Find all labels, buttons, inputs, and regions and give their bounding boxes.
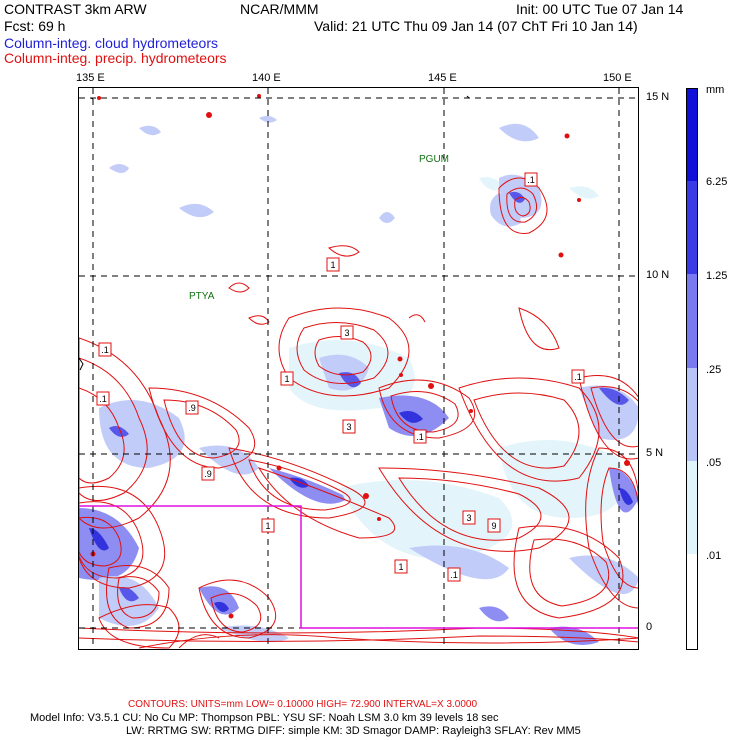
lat-label-15n: 15 N <box>646 91 670 103</box>
contour-label: .9 <box>188 403 196 413</box>
lat-label-10n: 10 N <box>646 269 670 281</box>
latlon-grid <box>79 88 638 649</box>
contour-label: 3 <box>466 513 471 523</box>
colorbar-level-0-05: .05 <box>706 457 722 469</box>
center-name: NCAR/MMM <box>240 1 319 17</box>
colorbar-unit: mm <box>706 84 725 96</box>
contour-label: .1 <box>574 372 582 382</box>
valid-time: Valid: 21 UTC Thu 09 Jan 14 (07 ChT Fri … <box>314 18 638 34</box>
field-cloud-label: Column-integ. cloud hydrometeors <box>4 35 218 51</box>
lon-label-135: 135 E <box>76 72 105 84</box>
colorbar <box>686 88 698 650</box>
contour-label: 9 <box>491 521 496 531</box>
colorbar-seg-2 <box>687 181 697 274</box>
contour-label: 3 <box>344 328 349 338</box>
coastlines <box>79 95 470 371</box>
map-canvas: PGUM PTYA .1 1 3 .9 .1 1 3 .9 1 .1 .1 3 … <box>79 88 638 649</box>
contour-label: .1 <box>99 394 107 404</box>
contour-label: .1 <box>527 175 535 185</box>
lon-label-150: 150 E <box>603 72 632 84</box>
model-title: CONTRAST 3km ARW <box>4 1 147 17</box>
lon-label-140: 140 E <box>252 72 281 84</box>
model-info-line1: Model Info: V3.5.1 CU: No Cu MP: Thompso… <box>30 712 499 724</box>
contour-label: .9 <box>204 469 212 479</box>
nest-domain-box <box>79 505 638 629</box>
colorbar-level-0-01: .01 <box>706 550 722 562</box>
lat-label-eq: 0 <box>646 621 653 633</box>
contour-label: 1 <box>284 374 289 384</box>
colorbar-seg-5 <box>687 461 697 554</box>
field-precip-label: Column-integ. precip. hydrometeors <box>4 50 227 66</box>
lon-label-145: 145 E <box>428 72 457 84</box>
init-time: Init: 00 UTC Tue 07 Jan 14 <box>516 1 684 17</box>
contour-label: 3 <box>346 422 351 432</box>
colorbar-seg-3 <box>687 274 697 368</box>
forecast-hour: Fcst: 69 h <box>4 18 66 34</box>
contour-label: 1 <box>398 562 403 572</box>
lat-label-5n: 5 N <box>646 447 664 459</box>
colorbar-seg-4 <box>687 368 697 461</box>
contour-label: 1 <box>265 521 270 531</box>
contour-label: .1 <box>101 345 109 355</box>
colorbar-level-6-25: 6.25 <box>706 176 728 188</box>
contour-info: CONTOURS: UNITS=mm LOW= 0.10000 HIGH= 72… <box>128 699 478 710</box>
place-label-pgum: PGUM <box>419 154 449 165</box>
contour-label: .1 <box>416 432 424 442</box>
place-label-ptya: PTYA <box>189 291 215 302</box>
map-panel: PGUM PTYA .1 1 3 .9 .1 1 3 .9 1 .1 .1 3 … <box>78 87 639 650</box>
colorbar-level-0-25: .25 <box>706 364 722 376</box>
contour-label: .1 <box>450 570 458 580</box>
contour-labels: .1 1 3 .9 .1 1 3 .9 1 .1 .1 3 9 .1 .1 1 <box>96 172 585 582</box>
contour-label: 1 <box>330 260 335 270</box>
colorbar-level-1-25: 1.25 <box>706 270 728 282</box>
model-info-line2: LW: RRTMG SW: RRTMG DIFF: simple KM: 3D … <box>126 725 581 737</box>
precip-cells <box>90 94 630 619</box>
colorbar-seg-1 <box>687 89 697 181</box>
colorbar-seg-6 <box>687 554 697 649</box>
precip-contours <box>79 177 638 649</box>
